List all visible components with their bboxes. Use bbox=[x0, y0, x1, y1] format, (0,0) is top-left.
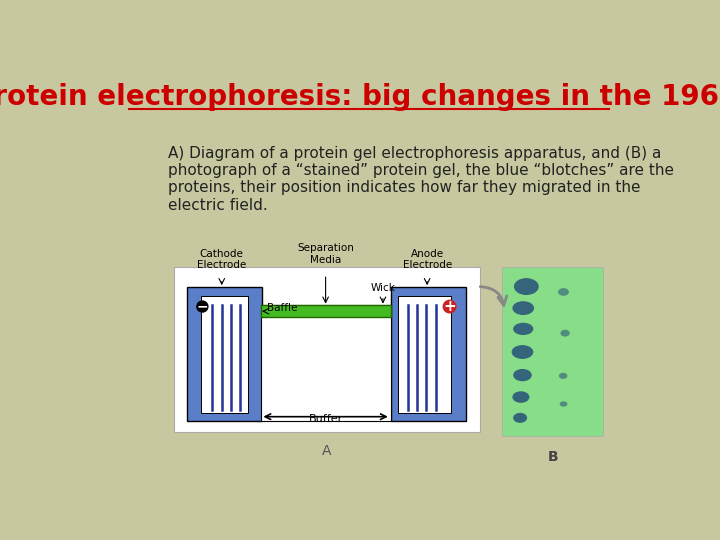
Text: Separation
Media: Separation Media bbox=[297, 244, 354, 265]
Text: Wick: Wick bbox=[371, 284, 395, 294]
FancyBboxPatch shape bbox=[261, 305, 391, 318]
Polygon shape bbox=[391, 287, 466, 421]
Polygon shape bbox=[201, 296, 248, 413]
Ellipse shape bbox=[513, 323, 534, 335]
Circle shape bbox=[443, 300, 456, 314]
Polygon shape bbox=[398, 296, 451, 413]
Circle shape bbox=[196, 300, 209, 313]
Text: −: − bbox=[197, 300, 208, 314]
Ellipse shape bbox=[559, 373, 567, 379]
Ellipse shape bbox=[513, 301, 534, 315]
Ellipse shape bbox=[514, 278, 539, 295]
Ellipse shape bbox=[513, 369, 532, 381]
Text: A) Diagram of a protein gel electrophoresis apparatus, and (B) a
photograph of a: A) Diagram of a protein gel electrophore… bbox=[168, 146, 673, 213]
FancyBboxPatch shape bbox=[503, 267, 603, 436]
Text: A: A bbox=[322, 444, 331, 458]
Ellipse shape bbox=[513, 413, 527, 423]
Text: Baffle: Baffle bbox=[266, 303, 297, 313]
Text: B: B bbox=[547, 450, 558, 464]
Text: Cathode
Electrode: Cathode Electrode bbox=[197, 249, 246, 271]
Text: Buffer: Buffer bbox=[308, 414, 343, 423]
Ellipse shape bbox=[512, 345, 534, 359]
Text: Protein electrophoresis: big changes in the 1960’s: Protein electrophoresis: big changes in … bbox=[0, 83, 720, 111]
Ellipse shape bbox=[558, 288, 569, 296]
Polygon shape bbox=[187, 287, 262, 421]
FancyArrowPatch shape bbox=[480, 287, 507, 306]
FancyBboxPatch shape bbox=[174, 267, 480, 432]
Ellipse shape bbox=[513, 392, 529, 403]
Ellipse shape bbox=[560, 330, 570, 336]
Text: Anode
Electrode: Anode Electrode bbox=[402, 249, 451, 271]
Text: +: + bbox=[444, 299, 456, 314]
Ellipse shape bbox=[559, 401, 567, 407]
FancyBboxPatch shape bbox=[261, 305, 391, 421]
